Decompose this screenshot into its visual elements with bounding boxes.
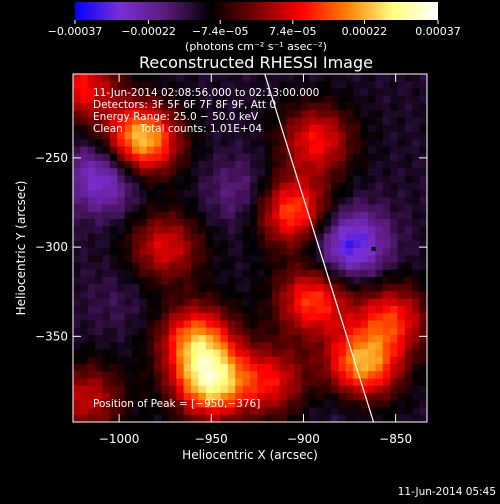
y-tick-label: −250	[35, 151, 68, 165]
colorbar-tick-label: −0.00037	[48, 25, 103, 38]
colorbar-tick-label: 0.00022	[342, 25, 388, 38]
x-tick-label: −1000	[99, 432, 140, 446]
y-tick-label: −300	[35, 240, 68, 254]
plot-frame	[72, 73, 428, 423]
colorbar	[75, 2, 438, 20]
colorbar-tick-label: 7.4e−05	[269, 25, 316, 38]
x-axis-label: Heliocentric X (arcsec)	[182, 448, 318, 462]
annotation-time-range: 11-Jun-2014 02:08:56.000 to 02:13:00.000	[93, 87, 319, 99]
colorbar-tick-label: 0.00037	[415, 25, 461, 38]
x-tick-label: −950	[195, 432, 228, 446]
y-axis-ticks: −250 −300 −350	[35, 151, 427, 343]
colorbar-tick-label: −0.00022	[121, 25, 176, 38]
colorbar-tick-label: −7.4e−05	[192, 25, 249, 38]
x-tick-label: −850	[379, 432, 412, 446]
annotation-counts: Total counts: 1.01E+04	[139, 123, 262, 135]
heatmap-image	[73, 74, 427, 422]
annotation-detectors: Detectors: 3F 5F 6F 7F 8F 9F, Att 0	[93, 99, 276, 111]
y-axis-label: Heliocentric Y (arcsec)	[14, 181, 28, 316]
peak-marker	[371, 246, 376, 251]
solar-limb-line	[264, 74, 375, 422]
annotation-peak: Position of Peak = [−950,−376]	[93, 398, 260, 410]
colorbar-ticks: −0.00037 −0.00022 −7.4e−05 7.4e−05 0.00022 0.…	[48, 20, 461, 38]
y-tick-label: −350	[35, 329, 68, 343]
footer-timestamp: 11-Jun-2014 05:45	[398, 486, 496, 498]
annotation-algorithm: Clean	[93, 123, 123, 135]
chart-title: Reconstructed RHESSI Image	[139, 53, 373, 72]
x-tick-label: −900	[287, 432, 320, 446]
annotation-energy: Energy Range: 25.0 − 50.0 keV	[93, 111, 259, 123]
x-axis-ticks: −1000 −950 −900 −850	[99, 74, 412, 446]
colorbar-unit-label: (photons cm⁻² s⁻¹ asec⁻²)	[185, 40, 327, 53]
